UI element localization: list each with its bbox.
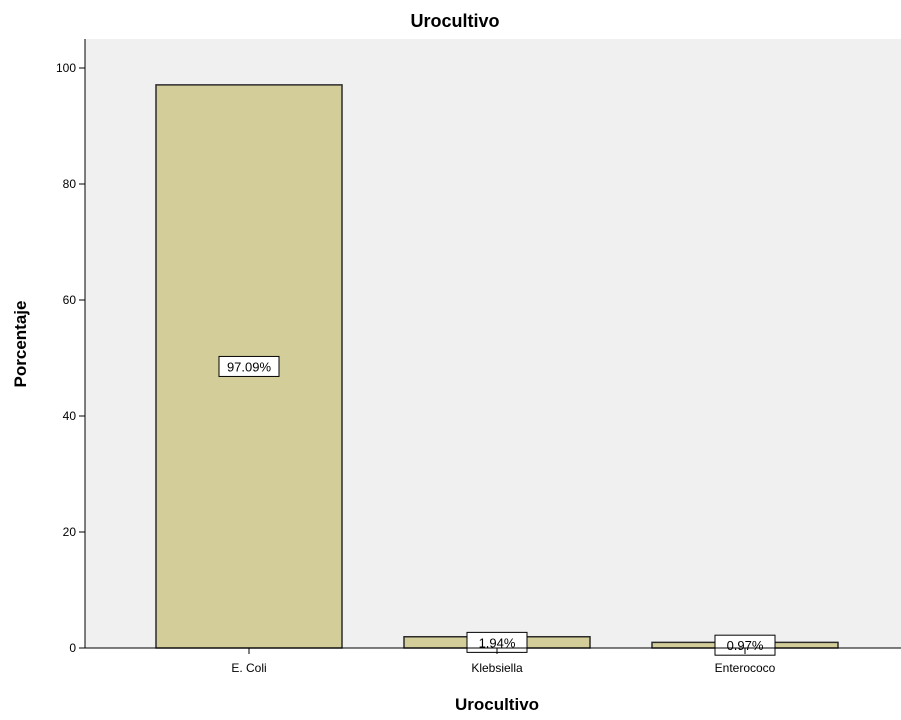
y-tick-label: 40: [63, 409, 77, 423]
y-tick-label: 20: [63, 525, 77, 539]
data-label: 1.94%: [479, 635, 516, 650]
chart-title: Urocultivo: [410, 11, 499, 31]
x-tick-label: Enterococo: [715, 661, 776, 675]
data-label: 97.09%: [227, 359, 272, 374]
y-axis-title: Porcentaje: [11, 301, 30, 388]
data-labels-group: 97.09% 1.94% 0.97%: [218, 355, 776, 656]
y-tick-label: 100: [56, 61, 76, 75]
data-label-box: [714, 634, 776, 656]
x-tick-label: Klebsiella: [471, 661, 523, 675]
x-tick-label: E. Coli: [231, 661, 266, 675]
data-label: 0.97%: [727, 638, 764, 653]
x-axis-title: Urocultivo: [455, 695, 539, 714]
y-tick-label: 60: [63, 293, 77, 307]
data-label-box: [218, 355, 280, 377]
y-axis: 0 20 40 60 80 100: [56, 39, 86, 655]
x-axis: E. Coli Klebsiella Enterococo: [85, 647, 901, 675]
y-tick-label: 0: [69, 641, 76, 655]
y-tick-label: 80: [63, 177, 77, 191]
